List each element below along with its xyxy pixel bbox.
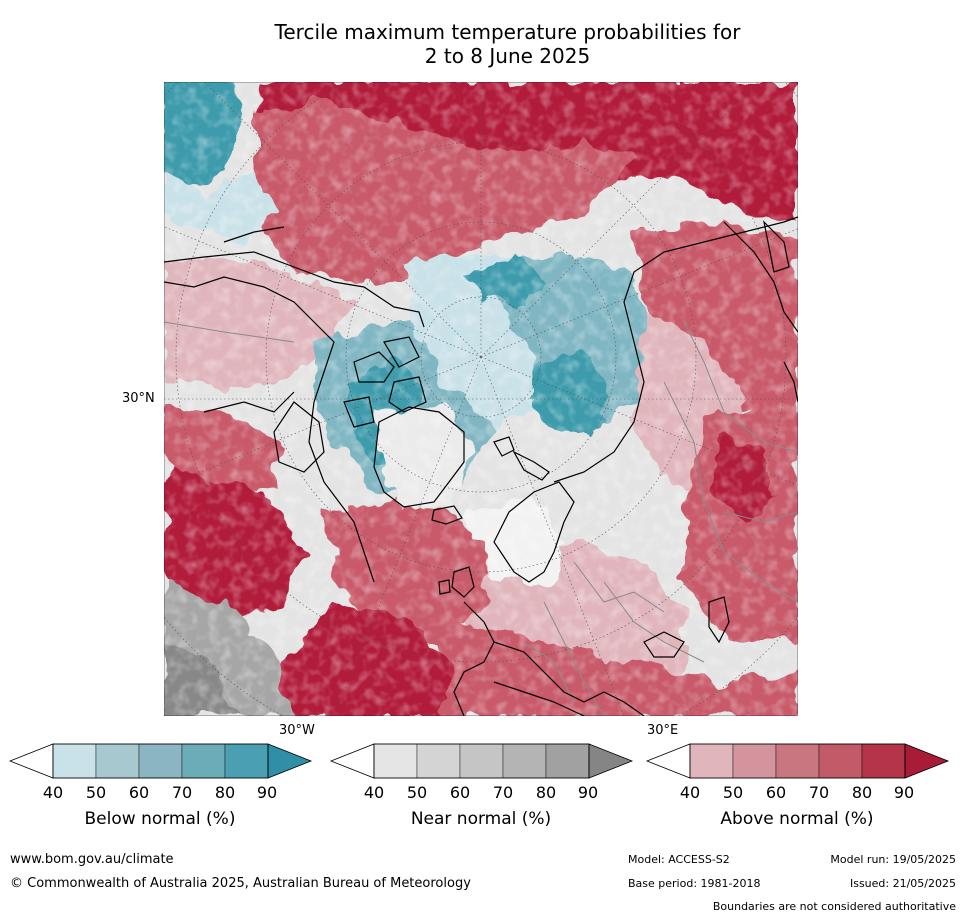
colorbar-min-triangle	[329, 743, 375, 779]
lon-label-30w: 30°W	[279, 723, 315, 738]
colorbar-above-normal: 40 50 60 70 80 90 Above normal (%)	[645, 743, 950, 829]
colorbar-segment	[818, 743, 863, 779]
colorbar-below-title: Below normal (%)	[84, 809, 236, 829]
colorbar-segment	[95, 743, 140, 779]
tick-label: 50	[722, 783, 744, 802]
colorbar-segment	[732, 743, 777, 779]
tick-label: 90	[256, 783, 278, 802]
issued-text: Issued: 21/05/2025	[849, 877, 956, 890]
colorbar-segment	[224, 743, 269, 779]
colorbar-below-normal: 40 50 60 70 80 90 Below normal (%)	[8, 743, 313, 829]
colorbar-segment	[689, 743, 734, 779]
probability-map	[164, 82, 798, 716]
colorbar-max-triangle	[267, 743, 313, 779]
colorbar-near-title: Near normal (%)	[410, 809, 552, 829]
coastlines	[164, 216, 798, 716]
tick-label: 70	[492, 783, 514, 802]
tick-label: 80	[851, 783, 873, 802]
tick-label: 40	[363, 783, 385, 802]
colorbar-near-normal: 40 50 60 70 80 90 Near normal (%)	[329, 743, 634, 829]
colorbar-segment	[545, 743, 590, 779]
disclaimer-text: Boundaries are not considered authoritat…	[712, 900, 956, 913]
colorbar-min-triangle	[645, 743, 691, 779]
colorbar-min-triangle	[8, 743, 54, 779]
tick-label: 70	[171, 783, 193, 802]
tick-label: 40	[42, 783, 64, 802]
lon-label-30e: 30°E	[647, 723, 679, 738]
tick-label: 50	[85, 783, 107, 802]
tick-label: 60	[765, 783, 787, 802]
tick-label: 60	[449, 783, 471, 802]
tick-label: 80	[214, 783, 236, 802]
graticule	[164, 82, 798, 716]
chart-title: Tercile maximum temperature probabilitie…	[0, 20, 965, 68]
colorbar-max-triangle	[904, 743, 950, 779]
lat-label-30n: 30°N	[122, 391, 155, 406]
title-line-2: 2 to 8 June 2025	[424, 44, 591, 68]
colorbar-segment	[181, 743, 226, 779]
colorbar-above-swatches	[645, 743, 950, 779]
colorbar-segment	[52, 743, 97, 779]
title-line-1: Tercile maximum temperature probabilitie…	[274, 20, 741, 44]
colorbar-segment	[416, 743, 461, 779]
colorbar-max-triangle	[588, 743, 634, 779]
colorbar-near-ticks: 40 50 60 70 80 90	[331, 783, 631, 803]
colorbar-segment	[138, 743, 183, 779]
model-text: Model: ACCESS-S2	[628, 853, 730, 866]
colorbar-near-swatches	[329, 743, 634, 779]
tick-label: 70	[808, 783, 830, 802]
tick-label: 40	[679, 783, 701, 802]
colorbar-above-title: Above normal (%)	[720, 809, 874, 829]
colorbar-segment	[861, 743, 906, 779]
colorbar-segment	[775, 743, 820, 779]
colorbar-below-ticks: 40 50 60 70 80 90	[10, 783, 310, 803]
colorbar-segment	[459, 743, 504, 779]
colorbar-segment	[373, 743, 418, 779]
copyright-text: © Commonwealth of Australia 2025, Austra…	[10, 876, 471, 891]
base-period-text: Base period: 1981-2018	[628, 877, 761, 890]
colorbar-segment	[502, 743, 547, 779]
country-boundaries	[164, 321, 798, 716]
tick-label: 80	[535, 783, 557, 802]
tick-label: 90	[893, 783, 915, 802]
colorbar-outline	[689, 743, 906, 779]
tick-label: 90	[577, 783, 599, 802]
website-link[interactable]: www.bom.gov.au/climate	[10, 852, 174, 867]
colorbar-outline	[52, 743, 269, 779]
tick-label: 50	[406, 783, 428, 802]
colorbar-outline	[373, 743, 590, 779]
colorbar-below-swatches	[8, 743, 313, 779]
colorbar-above-ticks: 40 50 60 70 80 90	[647, 783, 947, 803]
map-canvas	[164, 82, 798, 716]
tick-label: 60	[128, 783, 150, 802]
model-run-text: Model run: 19/05/2025	[830, 853, 956, 866]
